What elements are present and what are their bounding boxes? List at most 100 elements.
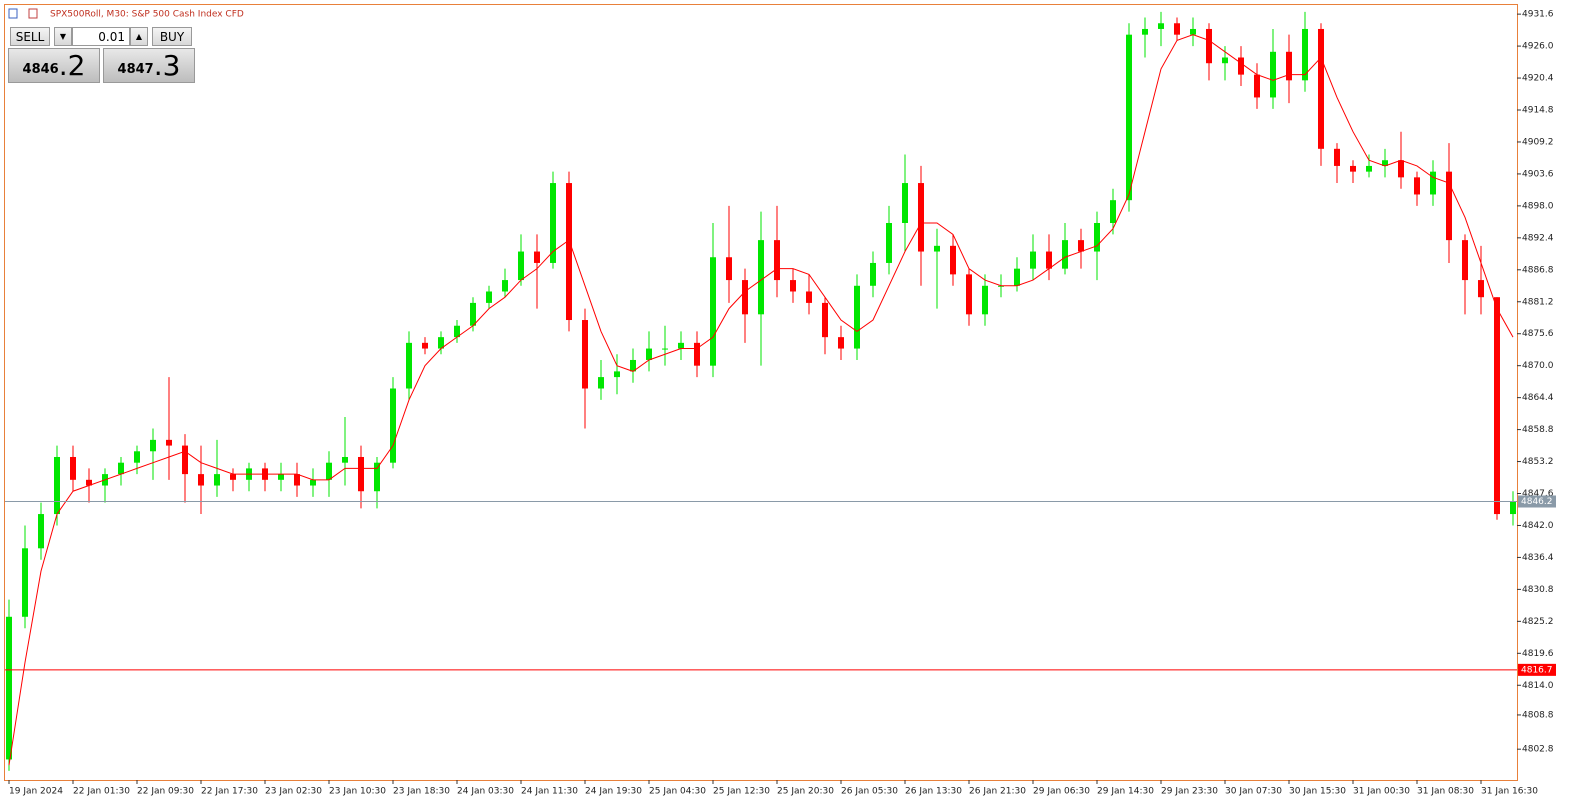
candle-body [1334,148,1340,166]
candle-body [566,183,572,321]
x-tick-label: 30 Jan 07:30 [1225,787,1282,797]
x-tick-label: 31 Jan 16:30 [1481,787,1538,797]
candle-body [502,280,508,292]
y-tick-label: 4920.4 [1522,74,1554,84]
y-tick-label: 4814.0 [1522,681,1554,691]
candle-body [630,359,636,372]
candle-body [1174,23,1180,35]
candle-body [806,291,812,303]
price-tag-label: 4846.2 [1521,497,1553,507]
y-tick-label: 4875.6 [1522,329,1554,339]
y-tick-label: 4931.6 [1522,10,1554,20]
candle-body [1430,171,1436,195]
candle-body [854,285,860,349]
candle-body [822,302,828,338]
ask-price[interactable]: 4847.3 [103,48,195,83]
candle-body [150,439,156,452]
candle-body [438,337,444,349]
bid-price[interactable]: 4846.2 [8,48,100,83]
ask-main: 4847 [117,62,154,77]
candle-body [1110,200,1116,224]
y-tick-label: 4864.4 [1522,393,1554,403]
x-tick-label: 31 Jan 08:30 [1417,787,1474,797]
candle-body [534,251,540,263]
candle-body [1318,28,1324,149]
candle-body [358,456,364,492]
candle-body [1302,28,1308,81]
candle-body [1030,251,1036,269]
sell-button[interactable]: SELL [10,27,50,46]
candle-body [1014,268,1020,286]
candle-body [902,183,908,224]
ask-frac: .3 [153,49,181,82]
lot-down[interactable]: ▼ [54,27,72,46]
candle-body [134,451,140,463]
y-tick-label: 4909.2 [1522,137,1554,147]
y-tick-label: 4847.6 [1522,489,1554,499]
candle-body [870,262,876,286]
candle-body [198,474,204,486]
candle-body [774,240,780,281]
candle-body [1078,240,1084,252]
y-tick-label: 4819.6 [1522,649,1554,659]
candle-body [310,479,316,486]
candle-body [1206,28,1212,64]
candle-body [1446,171,1452,241]
candle-body [950,245,956,275]
lot-field[interactable]: 0.01 [72,27,130,46]
candle-body [838,337,844,349]
moving-average [8,34,1514,766]
y-tick-label: 4914.8 [1522,106,1554,116]
candle-body [374,462,380,492]
plot-border [4,4,1518,781]
candle-body [1494,297,1500,515]
candle-body [70,456,76,480]
y-tick-label: 4898.0 [1522,201,1554,211]
x-tick-label: 29 Jan 23:30 [1161,787,1218,797]
x-tick-label: 24 Jan 03:30 [457,787,514,797]
candle-body [1462,240,1468,281]
candle-body [550,183,556,263]
candle-body [1142,28,1148,35]
candle-body [1046,251,1052,269]
x-tick-label: 25 Jan 12:30 [713,787,770,797]
candle-body [710,257,716,366]
candle-body [1222,57,1228,64]
bid-frac: .2 [58,49,86,82]
candle-body [662,348,668,350]
candle-body [1254,74,1260,98]
candle-body [294,474,300,486]
x-tick-label: 23 Jan 10:30 [329,787,386,797]
y-tick-label: 4808.8 [1522,710,1554,720]
y-tick-label: 4903.6 [1522,169,1554,179]
y-tick-label: 4870.0 [1522,361,1554,371]
candle-body [614,371,620,378]
icon [28,8,38,19]
lot-up[interactable]: ▲ [130,27,148,46]
buy-button[interactable]: BUY [152,27,192,46]
candle-body [486,291,492,303]
candle-body [918,183,924,252]
price-tag-label: 4816.7 [1521,665,1553,675]
candle-body [118,462,124,475]
bid-main: 4846 [22,62,59,77]
candle-body [982,285,988,315]
y-tick-label: 4858.8 [1522,425,1554,435]
candle-body [886,223,892,263]
candle-body [1238,57,1244,75]
x-tick-label: 31 Jan 00:30 [1353,787,1410,797]
candle-body [1158,23,1164,29]
candle-body [1062,240,1068,269]
candle-body [742,280,748,315]
y-tick-label: 4926.0 [1522,42,1554,52]
x-tick-label: 19 Jan 2024 [9,787,63,797]
x-tick-label: 29 Jan 06:30 [1033,787,1090,797]
x-tick-label: 23 Jan 02:30 [265,787,322,797]
y-tick-label: 4802.8 [1522,745,1554,755]
y-tick-label: 4892.4 [1522,233,1554,243]
candle-body [54,456,60,515]
candle-body [470,302,476,326]
y-tick-label: 4853.2 [1522,457,1554,467]
candle-body [214,474,220,486]
